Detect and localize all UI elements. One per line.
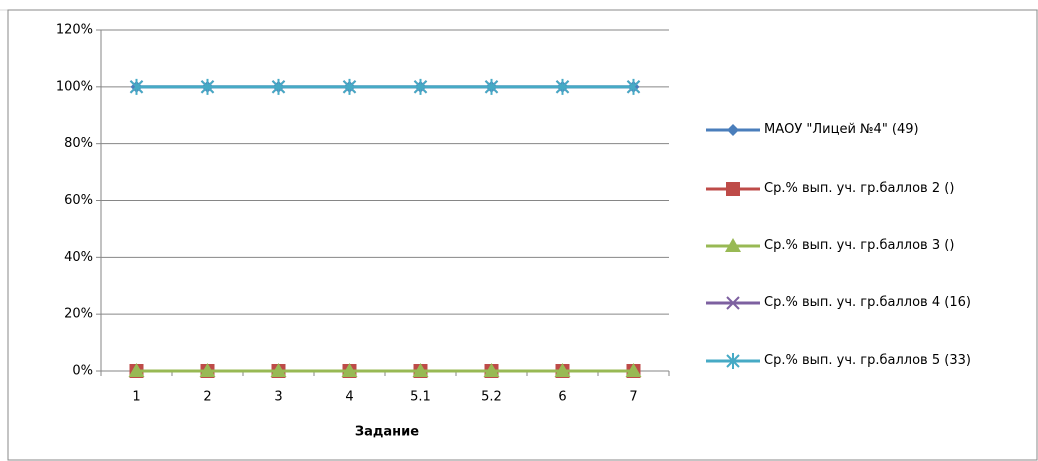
y-tick-label: 100%	[56, 79, 93, 94]
marker	[554, 363, 571, 377]
marker	[199, 363, 216, 377]
marker	[200, 78, 215, 95]
marker	[484, 78, 499, 95]
marker	[626, 78, 641, 95]
x-tick-label: 5.1	[410, 390, 431, 405]
marker	[342, 78, 357, 95]
x-axis-title: Задание	[355, 425, 419, 440]
x-tick-label: 4	[345, 390, 353, 405]
marker	[271, 78, 286, 95]
marker	[270, 363, 287, 377]
marker	[341, 363, 358, 377]
x-tick-label: 7	[629, 390, 637, 405]
marker	[727, 124, 739, 136]
marker	[725, 238, 741, 252]
y-tick-label: 20%	[64, 307, 93, 322]
x-tick-label: 1	[132, 390, 140, 405]
marker	[413, 78, 428, 95]
marker	[726, 296, 740, 310]
marker	[412, 363, 429, 377]
x-tick-label: 6	[558, 390, 566, 405]
marker	[625, 363, 642, 377]
y-tick-label: 80%	[64, 136, 93, 151]
marker	[128, 363, 145, 377]
legend-label: Ср.% вып. уч. гр.баллов 2 ()	[764, 181, 955, 196]
x-tick-label: 2	[203, 390, 211, 405]
legend-label: МАОУ "Лицей №4" (49)	[764, 122, 919, 137]
legend-label: Ср.% вып. уч. гр.баллов 3 ()	[764, 238, 955, 253]
marker	[129, 78, 144, 95]
y-tick-label: 120%	[56, 23, 93, 38]
x-tick-label: 5.2	[481, 390, 502, 405]
legend-label: Ср.% вып. уч. гр.баллов 4 (16)	[764, 295, 971, 310]
marker	[726, 182, 740, 196]
marker	[555, 78, 570, 95]
chart-frame	[7, 9, 1038, 461]
legend-label: Ср.% вып. уч. гр.баллов 5 (33)	[764, 353, 971, 368]
y-tick-label: 40%	[64, 250, 93, 265]
marker	[483, 363, 500, 377]
y-tick-label: 0%	[72, 364, 93, 379]
marker	[726, 353, 740, 369]
y-tick-label: 60%	[64, 193, 93, 208]
x-tick-label: 3	[274, 390, 282, 405]
